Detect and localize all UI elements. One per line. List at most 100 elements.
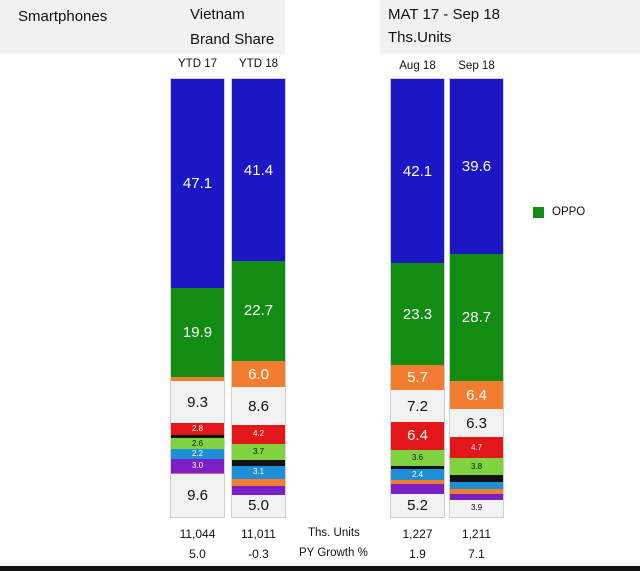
bar-segment-white: 7.2 bbox=[391, 390, 444, 422]
bar-segment-purple bbox=[450, 494, 503, 500]
ths-units-value: 11,044 bbox=[179, 527, 216, 541]
column-label: YTD 17 bbox=[178, 58, 217, 70]
stacked-bar: 41.4 22.7 6.0 8.6 4.2 3.7 3.1 5.0 bbox=[231, 78, 286, 518]
bar-segment-blue: 41.4 bbox=[232, 79, 285, 262]
data-label: 2.2 bbox=[191, 449, 204, 459]
bar-segment-orange: 6.0 bbox=[232, 360, 285, 388]
bar-segment-purple: 3.0 bbox=[171, 459, 224, 473]
bar-segment-red: 4.2 bbox=[232, 425, 285, 444]
bar-segment-orange bbox=[391, 479, 444, 485]
column-label: Aug 18 bbox=[399, 60, 436, 72]
data-label: 3.0 bbox=[191, 460, 204, 470]
legend-label-oppo: OPPO bbox=[552, 206, 586, 218]
bar-segment-green: 19.9 bbox=[171, 288, 224, 377]
legend-swatch-oppo bbox=[533, 206, 544, 218]
bar-segment-black bbox=[171, 435, 224, 438]
period-title: MAT 17 - Sep 18 bbox=[388, 6, 501, 23]
py-growth-value: 1.9 bbox=[409, 547, 426, 561]
bar-segment-white: 5.0 bbox=[232, 495, 285, 517]
bar-segment-orange: 5.7 bbox=[391, 365, 444, 391]
bar-segment-white: 5.2 bbox=[391, 494, 444, 517]
metric-title: Brand Share bbox=[190, 31, 275, 48]
data-label: 4.2 bbox=[252, 429, 265, 439]
bar-segment-lightgreen: 3.7 bbox=[232, 443, 285, 460]
py-growth-label: PY Growth % bbox=[299, 547, 368, 559]
data-label: 3.7 bbox=[252, 446, 265, 456]
bar-segment-blue: 39.6 bbox=[450, 79, 503, 255]
bar-segment-orange bbox=[171, 376, 224, 382]
bar-segment-lightgreen: 2.6 bbox=[171, 437, 224, 450]
data-label: 7.2 bbox=[407, 397, 428, 415]
data-label: 2.6 bbox=[191, 438, 204, 448]
bar-segment-black bbox=[391, 465, 444, 470]
column-label: YTD 18 bbox=[239, 58, 278, 70]
category-title: Smartphones bbox=[18, 8, 108, 25]
bar-segment-orange bbox=[450, 489, 503, 495]
bar-segment-blue: 42.1 bbox=[391, 79, 444, 264]
data-label: 23.3 bbox=[402, 305, 433, 323]
data-label: 19.9 bbox=[182, 324, 213, 342]
bar-segment-green: 28.7 bbox=[450, 254, 503, 382]
data-label: 22.7 bbox=[243, 302, 274, 320]
bar-segment-orange bbox=[232, 479, 285, 487]
data-label: 3.1 bbox=[252, 467, 265, 477]
bar-segment-green: 23.3 bbox=[391, 263, 444, 366]
bar-segment-cyan: 3.1 bbox=[232, 465, 285, 480]
data-label: 42.1 bbox=[402, 162, 433, 180]
stacked-bar: 42.1 23.3 5.7 7.2 6.4 3.6 2.4 5.2 bbox=[390, 78, 445, 518]
data-label: 6.4 bbox=[466, 386, 487, 404]
bar-segment-orange: 6.4 bbox=[450, 381, 503, 410]
legend: OPPO bbox=[533, 206, 585, 218]
header-left-band bbox=[0, 0, 285, 54]
bar-segment-lightgreen: 3.8 bbox=[450, 458, 503, 475]
bar-segment-cyan: 2.4 bbox=[391, 469, 444, 480]
bar-segment-red: 2.8 bbox=[171, 422, 224, 436]
ths-units-value: 1,227 bbox=[402, 527, 433, 541]
bar-segment-red: 6.4 bbox=[391, 421, 444, 450]
bar-segment-white: 3.9 bbox=[450, 499, 503, 517]
bar-segment-red: 4.7 bbox=[450, 437, 503, 459]
ths-units-value: 1,211 bbox=[461, 527, 492, 541]
data-label: 3.9 bbox=[470, 503, 483, 513]
data-label: 39.6 bbox=[461, 158, 492, 176]
data-label: 5.7 bbox=[407, 369, 428, 387]
data-label: 8.6 bbox=[248, 397, 269, 415]
header-right-band bbox=[380, 0, 640, 54]
py-growth-value: 7.1 bbox=[468, 547, 485, 561]
stacked-bar: 47.1 19.9 9.3 2.8 2.6 2.2 3.0 9.6 bbox=[170, 78, 225, 518]
data-label: 9.6 bbox=[187, 487, 208, 505]
bar-segment-blue: 47.1 bbox=[171, 79, 224, 289]
bar-segment-white: 9.6 bbox=[171, 474, 224, 517]
data-label: 3.6 bbox=[411, 452, 424, 462]
py-growth-value: -0.3 bbox=[248, 547, 269, 561]
bar-segment-black bbox=[232, 459, 285, 466]
data-label: 6.0 bbox=[248, 365, 269, 383]
ths-units-label: Ths. Units bbox=[308, 527, 360, 539]
bar-segment-cyan: 2.2 bbox=[171, 449, 224, 460]
data-label: 9.3 bbox=[187, 393, 208, 411]
bar-segment-white: 9.3 bbox=[171, 381, 224, 423]
data-label: 3.8 bbox=[470, 461, 483, 471]
data-label: 41.4 bbox=[243, 161, 274, 179]
units-title: Ths.Units bbox=[388, 29, 452, 46]
bar-segment-pink bbox=[171, 472, 224, 475]
bottom-border bbox=[0, 566, 640, 571]
country-title: Vietnam bbox=[190, 6, 245, 23]
bar-segment-cyan bbox=[450, 482, 503, 490]
data-label: 2.8 bbox=[191, 423, 204, 433]
bar-segment-purple bbox=[391, 484, 444, 495]
data-label: 6.4 bbox=[407, 427, 428, 445]
bar-segment-green: 22.7 bbox=[232, 261, 285, 361]
data-label: 47.1 bbox=[182, 175, 213, 193]
data-label: 28.7 bbox=[461, 309, 492, 327]
data-label: 4.7 bbox=[470, 442, 483, 452]
column-label: Sep 18 bbox=[458, 60, 495, 72]
data-label: 5.2 bbox=[407, 497, 428, 515]
data-label: 5.0 bbox=[248, 497, 269, 515]
bar-segment-black bbox=[450, 474, 503, 483]
ths-units-value: 11,011 bbox=[241, 527, 276, 541]
bar-segment-white: 8.6 bbox=[232, 387, 285, 426]
data-label: 2.4 bbox=[411, 469, 424, 479]
bar-segment-white: 6.3 bbox=[450, 409, 503, 438]
data-label: 6.3 bbox=[466, 414, 487, 432]
